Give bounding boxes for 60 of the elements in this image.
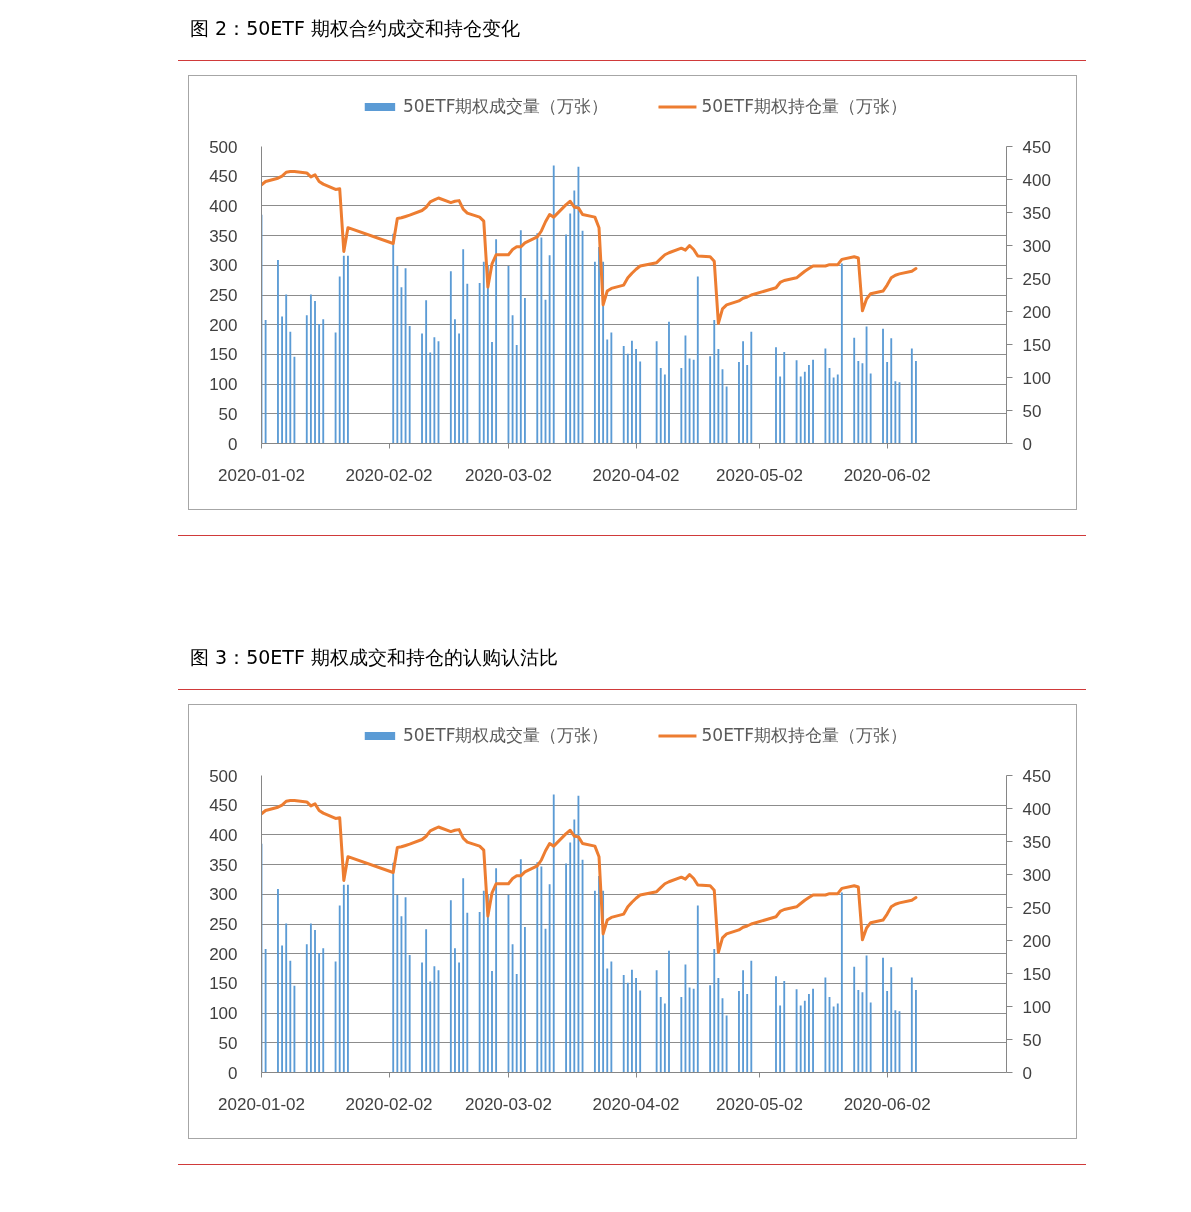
- y-tick-label: 100: [209, 1004, 238, 1024]
- x-tick-label: 2020-03-02: [464, 1094, 552, 1114]
- y-tick-label: 500: [209, 766, 238, 786]
- y2-tick-label: 450: [1022, 766, 1051, 786]
- y-tick-label: 300: [209, 885, 238, 905]
- x-tick-label: 2020-05-02: [716, 465, 804, 485]
- y-tick-label: 450: [209, 796, 238, 816]
- y2-tick-label: 300: [1022, 865, 1051, 885]
- y2-tick-label: 450: [1022, 137, 1051, 157]
- y-tick-label: 150: [209, 974, 238, 994]
- y-tick-label: 200: [209, 315, 238, 335]
- y2-tick-label: 100: [1022, 368, 1051, 388]
- y2-tick-label: 350: [1022, 203, 1051, 223]
- y-tick-label: 400: [209, 825, 238, 845]
- legend-label: 50ETF期权成交量（万张）: [402, 723, 609, 747]
- x-tick-label: 2020-01-02: [218, 1094, 305, 1114]
- x-tick-label: 2020-05-02: [716, 1094, 804, 1114]
- y2-tick-label: 250: [1022, 269, 1051, 289]
- y-tick-label: 350: [209, 226, 238, 246]
- y-tick-label: 350: [209, 855, 238, 875]
- x-tick-label: 2020-01-02: [218, 465, 305, 485]
- y-tick-label: 450: [209, 167, 238, 187]
- y-tick-label: 400: [209, 196, 238, 216]
- y2-tick-label: 50: [1022, 1030, 1042, 1050]
- y-tick-label: 0: [228, 1063, 238, 1083]
- y2-tick-label: 150: [1022, 335, 1051, 355]
- x-tick-label: 2020-04-02: [592, 1094, 680, 1114]
- y2-tick-label: 0: [1022, 434, 1032, 454]
- x-tick-label: 2020-04-02: [592, 465, 680, 485]
- y2-tick-label: 100: [1022, 997, 1051, 1017]
- y-tick-label: 150: [209, 345, 238, 365]
- y-tick-label: 0: [228, 434, 238, 454]
- x-tick-label: 2020-06-02: [843, 465, 931, 485]
- y2-tick-label: 400: [1022, 170, 1051, 190]
- y2-tick-label: 350: [1022, 832, 1051, 852]
- y2-tick-label: 200: [1022, 931, 1051, 951]
- y2-tick-label: 50: [1022, 401, 1042, 421]
- y-tick-label: 300: [209, 256, 238, 276]
- y2-tick-label: 200: [1022, 302, 1051, 322]
- y2-tick-label: 400: [1022, 799, 1051, 819]
- y-tick-label: 50: [218, 1033, 238, 1053]
- y-tick-label: 50: [218, 404, 238, 424]
- chart-title: 图 2：50ETF 期权合约成交和持仓变化: [189, 16, 521, 41]
- legend-label: 50ETF期权持仓量（万张）: [701, 94, 908, 118]
- y-tick-label: 250: [209, 915, 238, 934]
- x-tick-label: 2020-03-02: [464, 465, 552, 485]
- chart-title: 图 3：50ETF 期权成交和持仓的认购认沽比: [189, 645, 559, 670]
- y2-tick-label: 150: [1022, 964, 1051, 984]
- y-tick-label: 100: [209, 375, 238, 395]
- x-tick-label: 2020-06-02: [843, 1094, 931, 1114]
- x-tick-label: 2020-02-02: [345, 1094, 433, 1114]
- y2-tick-label: 250: [1022, 898, 1051, 918]
- x-tick-label: 2020-02-02: [345, 465, 433, 485]
- legend-label: 50ETF期权成交量（万张）: [402, 94, 609, 118]
- y-tick-label: 200: [209, 944, 238, 964]
- y-tick-label: 500: [209, 137, 238, 157]
- legend-label: 50ETF期权持仓量（万张）: [701, 723, 908, 747]
- y2-tick-label: 300: [1022, 236, 1051, 256]
- y2-tick-label: 0: [1022, 1063, 1032, 1083]
- y-tick-label: 250: [209, 286, 238, 305]
